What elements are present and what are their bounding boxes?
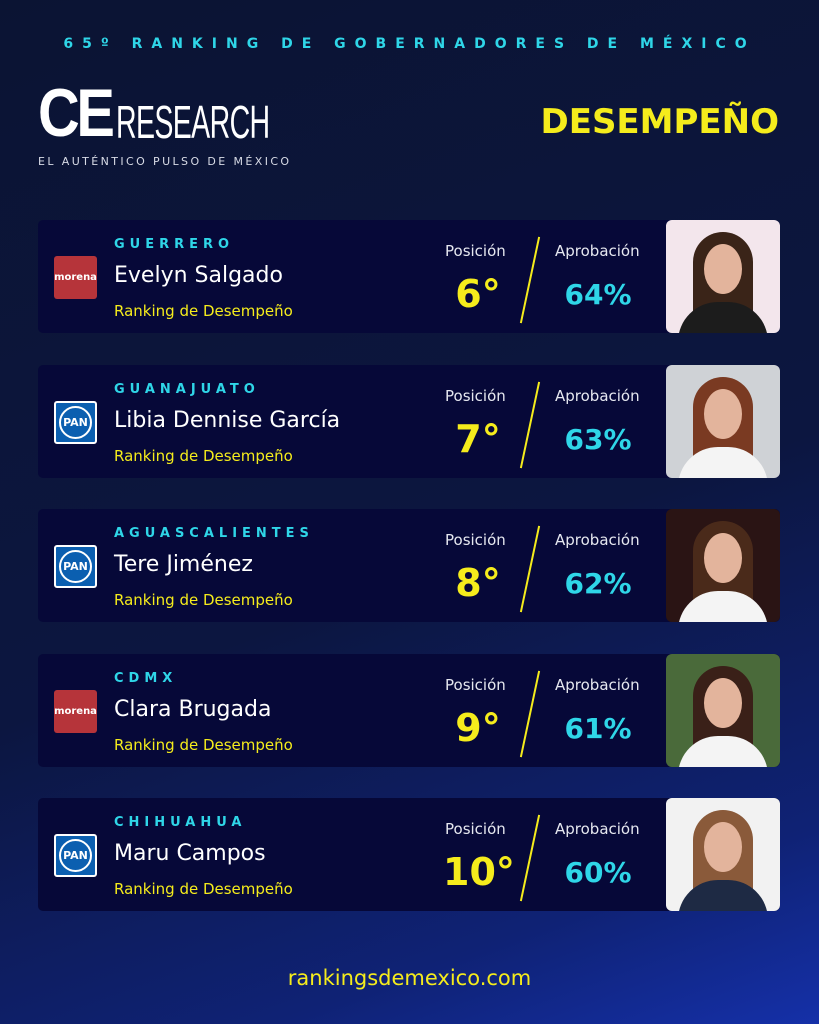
divider (519, 381, 541, 468)
governor-card: PAN CHIHUAHUA Maru Campos Ranking de Dese… (38, 798, 780, 911)
footer-url[interactable]: rankingsdemexico.com (287, 966, 532, 990)
ranking-subtitle: Ranking de Desempeño (114, 735, 293, 754)
position-value: 8° (455, 561, 501, 605)
divider (519, 814, 541, 902)
state-name: GUERRERO (114, 237, 235, 252)
governor-name: Libia Dennise García (114, 407, 341, 433)
section-title: DESEMPEÑO (540, 102, 780, 142)
edition-title: 65º RANKING DE GOBERNADORES DE MÉXICO (63, 36, 756, 52)
divider (519, 525, 541, 613)
logo-ce: CE (38, 75, 115, 151)
governor-name: Tere Jiménez (114, 552, 253, 577)
ranking-subtitle: Ranking de Desempeño (114, 446, 293, 465)
logo-research: RESEARCH (116, 96, 270, 148)
approval-label: Aprobación (555, 242, 640, 260)
ce-research-logo: CE RESEARCH (38, 75, 364, 151)
governor-card: morena GUERRERO Evelyn Salgado Ranking de… (38, 220, 780, 333)
pan-logo-icon: PAN (54, 545, 97, 588)
position-value: 10° (443, 850, 515, 894)
approval-label: Aprobación (555, 675, 640, 694)
approval-value: 62% (564, 567, 632, 600)
state-name: CDMX (114, 670, 178, 686)
position-label: Posición (445, 242, 506, 260)
governor-name: Maru Campos (114, 841, 266, 866)
governor-card: PAN AGUASCALIENTES Tere Jiménez Ranking d… (38, 509, 780, 622)
approval-label: Aprobación (555, 820, 640, 838)
pan-logo-icon: PAN (54, 400, 97, 444)
morena-logo-icon: morena (54, 256, 97, 299)
state-name: CHIHUAHUA (114, 815, 247, 830)
governor-photo (666, 653, 780, 767)
approval-label: Aprobación (555, 386, 640, 405)
tagline: EL AUTÉNTICO PULSO DE MÉXICO (38, 155, 292, 168)
ranking-subtitle: Ranking de Desempeño (114, 880, 293, 898)
state-name: GUANAJUATO (114, 381, 260, 397)
ranking-subtitle: Ranking de Desempeño (114, 591, 293, 609)
divider (519, 236, 541, 324)
approval-label: Aprobación (555, 531, 640, 549)
morena-logo-icon: morena (54, 689, 97, 733)
approval-value: 64% (564, 278, 632, 311)
approval-value: 60% (564, 856, 632, 889)
governor-photo (666, 364, 780, 478)
governor-name: Clara Brugada (114, 696, 272, 722)
position-label: Posición (445, 820, 506, 838)
governor-card: morena CDMX Clara Brugada Ranking de Dese… (38, 653, 780, 767)
ranking-subtitle: Ranking de Desempeño (114, 302, 293, 320)
divider (519, 670, 541, 757)
position-value: 7° (455, 416, 501, 461)
position-label: Posición (445, 386, 506, 405)
governor-photo (666, 798, 780, 911)
approval-value: 63% (564, 422, 632, 456)
pan-logo-icon: PAN (54, 834, 97, 877)
governor-photo (666, 220, 780, 333)
position-value: 6° (455, 272, 501, 316)
position-value: 9° (455, 705, 501, 750)
state-name: AGUASCALIENTES (114, 526, 314, 541)
governor-card: PAN GUANAJUATO Libia Dennise García Ranki… (38, 364, 780, 478)
approval-value: 61% (564, 711, 632, 745)
governor-photo (666, 509, 780, 622)
position-label: Posición (445, 531, 506, 549)
governor-name: Evelyn Salgado (114, 263, 283, 288)
position-label: Posición (445, 675, 506, 694)
